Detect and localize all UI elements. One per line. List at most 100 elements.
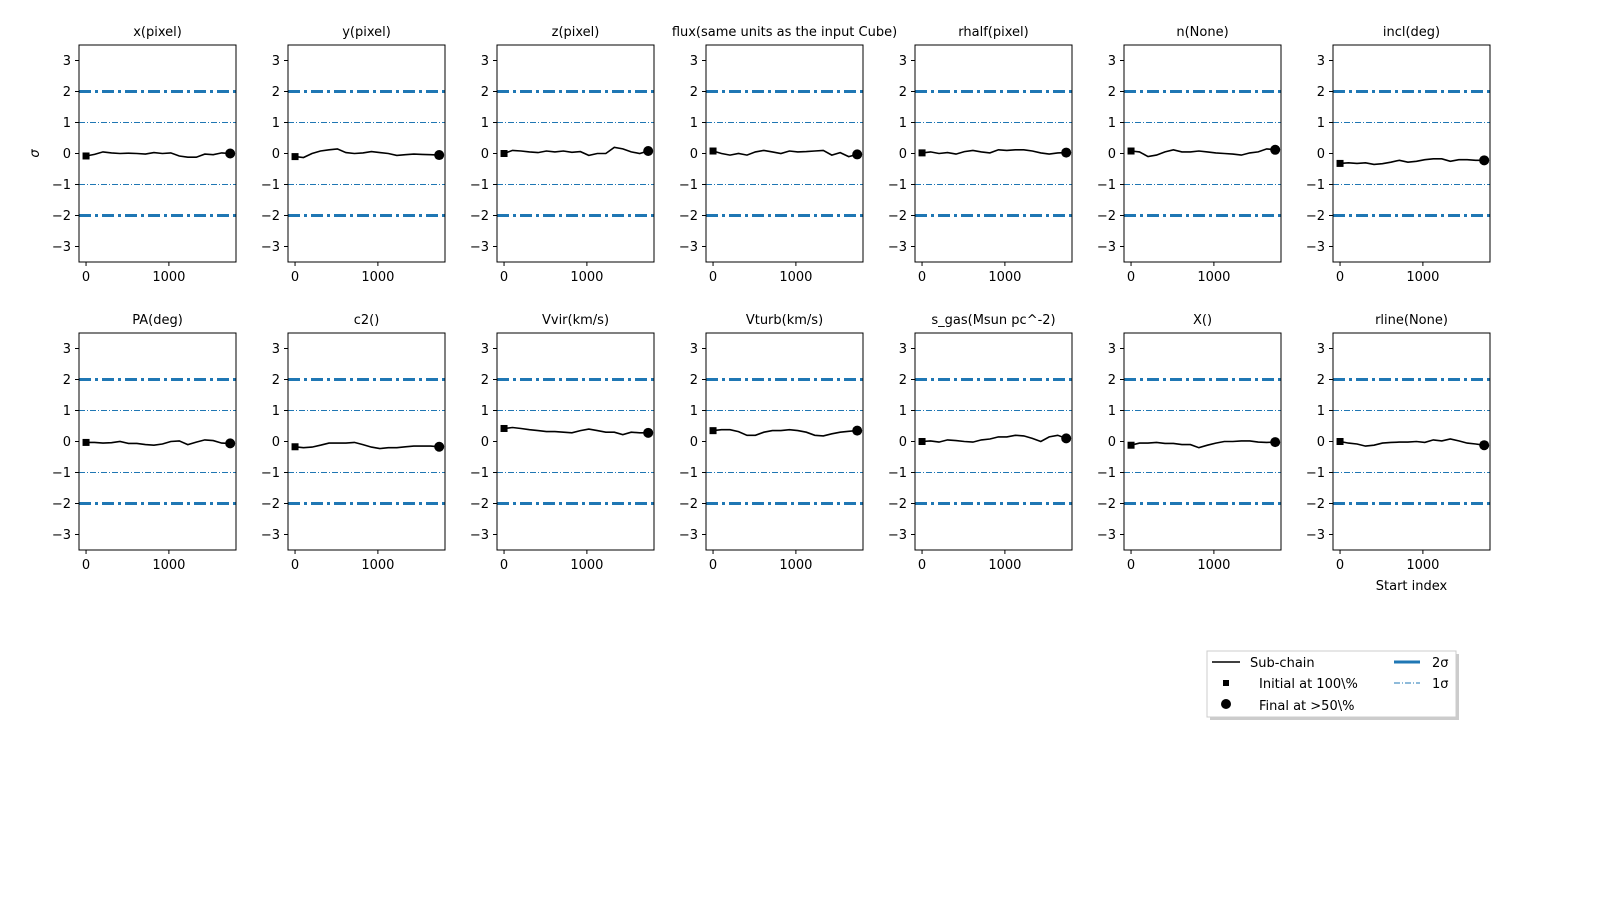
subchain-line — [86, 439, 231, 447]
y-tick-label: −1 — [1306, 178, 1325, 193]
y-tick-label: 0 — [1317, 435, 1325, 450]
y-tick-label: −1 — [679, 178, 698, 193]
y-tick-label: −3 — [261, 528, 280, 543]
legend-final: Final at >50\% — [1259, 699, 1354, 714]
subplot-8: c2() 3 2 1 0 −1 −2 −3 0 1000 — [261, 313, 446, 573]
y-tick-label: 2 — [481, 85, 489, 100]
axes-frame — [1123, 44, 1282, 263]
axes-frame — [78, 332, 237, 551]
y-tick-label: 2 — [899, 373, 907, 388]
final-marker — [1270, 144, 1281, 155]
initial-marker — [918, 149, 926, 157]
y-tick-label: −1 — [679, 466, 698, 481]
x-tick-label: 0 — [500, 270, 508, 285]
subplot-6: incl(deg) 3 2 1 0 −1 −2 −3 0 1000 — [1306, 25, 1491, 285]
x-tick-label: 1000 — [988, 270, 1021, 285]
y-tick-label: 3 — [272, 342, 280, 357]
y-tick-label: 2 — [481, 373, 489, 388]
y-tick-label: 1 — [899, 404, 907, 419]
y-tick-label: 2 — [690, 373, 698, 388]
y-tick-label: 2 — [272, 85, 280, 100]
y-tick-label: 0 — [899, 147, 907, 162]
y-tick-label: 3 — [690, 54, 698, 69]
y-tick-label: 2 — [63, 373, 71, 388]
y-tick-label: −2 — [1097, 497, 1116, 512]
y-tick-label: 1 — [63, 116, 71, 131]
initial-marker — [82, 152, 90, 160]
y-tick-label: 3 — [690, 342, 698, 357]
subchain-line — [712, 149, 858, 158]
legend-2sigma: 2σ — [1432, 656, 1449, 671]
axes-frame — [496, 44, 655, 263]
y-tick-label: 0 — [272, 435, 280, 450]
x-tick-label: 1000 — [779, 270, 812, 285]
y-tick-label: −1 — [470, 466, 489, 481]
legend-initial-marker — [1223, 680, 1229, 686]
subplot-title: c2() — [354, 313, 380, 328]
y-tick-label: −3 — [1306, 528, 1325, 543]
y-tick-label: −3 — [261, 240, 280, 255]
subplot-title: Vvir(km/s) — [542, 313, 609, 328]
subchain-line — [294, 441, 440, 450]
subplot-12: X() 3 2 1 0 −1 −2 −3 0 1000 — [1097, 313, 1282, 573]
x-tick-label: 0 — [1127, 270, 1135, 285]
y-tick-label: 3 — [481, 342, 489, 357]
y-tick-label: −1 — [261, 466, 280, 481]
initial-marker — [291, 443, 299, 451]
initial-marker — [500, 424, 508, 432]
legend-initial: Initial at 100\% — [1259, 677, 1358, 692]
initial-marker — [709, 147, 717, 155]
y-tick-label: 2 — [272, 373, 280, 388]
subplot-title: rhalf(pixel) — [958, 25, 1028, 40]
initial-marker — [918, 438, 926, 445]
x-tick-label: 1000 — [361, 270, 394, 285]
x-tick-label: 0 — [291, 270, 299, 285]
x-tick-label: 1000 — [361, 558, 394, 573]
y-tick-label: −3 — [679, 240, 698, 255]
axes-frame — [287, 332, 446, 551]
subplot-title: rline(None) — [1375, 313, 1448, 328]
subplot-title: y(pixel) — [342, 25, 391, 40]
y-tick-label: −3 — [1097, 240, 1116, 255]
y-tick-label: −1 — [52, 178, 71, 193]
y-tick-label: 0 — [1317, 147, 1325, 162]
y-tick-label: 2 — [63, 85, 71, 100]
subchain-line — [1130, 440, 1276, 449]
final-marker — [1479, 155, 1490, 166]
y-tick-label: −3 — [888, 240, 907, 255]
subplot-title: incl(deg) — [1383, 25, 1440, 40]
x-tick-label: 0 — [709, 558, 717, 573]
legend-1sigma: 1σ — [1432, 677, 1449, 692]
y-tick-label: 2 — [1108, 85, 1116, 100]
subplot-title: X() — [1193, 313, 1212, 328]
x-axis-label: Start index — [1376, 579, 1448, 594]
y-tick-label: 0 — [690, 147, 698, 162]
y-tick-label: 1 — [481, 116, 489, 131]
x-tick-label: 1000 — [1197, 558, 1230, 573]
y-tick-label: 0 — [481, 435, 489, 450]
y-tick-label: 3 — [63, 342, 71, 357]
final-marker — [1479, 440, 1490, 451]
final-marker — [1061, 433, 1072, 444]
y-tick-label: 1 — [481, 404, 489, 419]
axes-frame — [496, 332, 655, 551]
y-tick-label: 1 — [1108, 404, 1116, 419]
x-tick-label: 0 — [82, 558, 90, 573]
y-tick-label: −3 — [52, 240, 71, 255]
legend: Sub-chain Initial at 100\% Final at >50\… — [1206, 650, 1459, 720]
initial-marker — [709, 427, 717, 435]
subchain-line — [921, 148, 1067, 155]
subplot-11: s_gas(Msun pc^-2) 3 2 1 0 −1 −2 −3 0 1000 — [888, 313, 1073, 573]
y-tick-label: −1 — [1097, 178, 1116, 193]
y-tick-label: 0 — [272, 147, 280, 162]
initial-marker — [1336, 159, 1344, 167]
subplot-5: n(None) 3 2 1 0 −1 −2 −3 0 1000 — [1097, 25, 1282, 285]
y-tick-label: −2 — [52, 209, 71, 224]
subplot-3: flux(same units as the input Cube) 3 2 1 0 −1… — [672, 25, 897, 285]
y-tick-label: 1 — [899, 116, 907, 131]
final-marker — [1061, 147, 1072, 158]
x-tick-label: 1000 — [570, 270, 603, 285]
y-tick-label: 1 — [1317, 116, 1325, 131]
subplot-title: flux(same units as the input Cube) — [672, 25, 897, 40]
y-tick-label: −1 — [470, 178, 489, 193]
